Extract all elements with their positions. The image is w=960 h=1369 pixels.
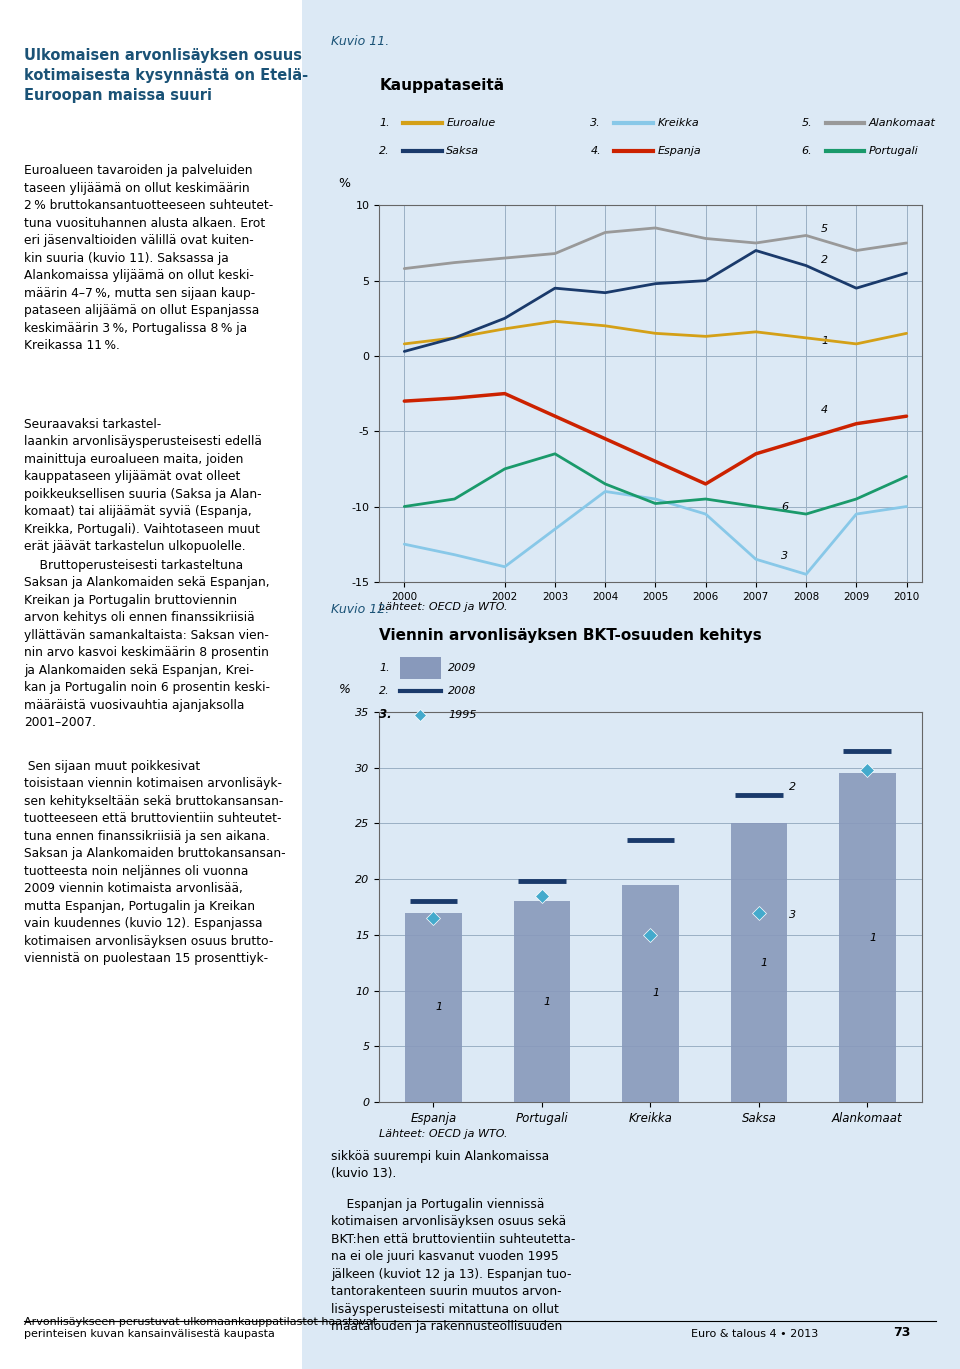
Bar (622, 884, 679, 1102)
Text: 6.: 6. (802, 145, 812, 156)
Text: Euro & talous 4 • 2013: Euro & talous 4 • 2013 (691, 1329, 819, 1339)
Text: 1: 1 (652, 988, 660, 998)
Text: Portugali: Portugali (869, 145, 919, 156)
Text: Saksa: Saksa (446, 145, 480, 156)
Text: 5.: 5. (802, 118, 812, 129)
Text: Viennin arvonlisäyksen BKT-osuuden kehitys: Viennin arvonlisäyksen BKT-osuuden kehit… (379, 628, 762, 643)
Text: Kauppataseitä: Kauppataseitä (379, 78, 504, 93)
Text: sikköä suurempi kuin Alankomaissa
(kuvio 13).: sikköä suurempi kuin Alankomaissa (kuvio… (331, 1150, 549, 1180)
Text: Alankomaat: Alankomaat (869, 118, 936, 129)
Text: 5: 5 (821, 225, 828, 234)
Bar (514, 901, 570, 1102)
Text: 3: 3 (781, 552, 788, 561)
Text: Bruttoperusteisesti tarkasteltuna
Saksan ja Alankomaiden sekä Espanjan,
Kreikan : Bruttoperusteisesti tarkasteltuna Saksan… (24, 559, 270, 730)
Bar (731, 823, 787, 1102)
Text: 4: 4 (821, 405, 828, 415)
Text: 2: 2 (821, 255, 828, 264)
Text: Euroalue: Euroalue (446, 118, 495, 129)
Text: Kuvio 11.: Kuvio 11. (331, 36, 390, 48)
Text: 6: 6 (781, 501, 788, 512)
Text: Lähteet: OECD ja WTO.: Lähteet: OECD ja WTO. (379, 602, 508, 612)
Text: 73: 73 (893, 1327, 910, 1339)
Text: Kreikka: Kreikka (658, 118, 699, 129)
Text: 1.: 1. (379, 118, 390, 129)
Text: 1995: 1995 (448, 709, 477, 720)
Text: Arvonlisäykseen perustuvat ulkomaankauppatilastot haastavat
perinteisen kuvan ka: Arvonlisäykseen perustuvat ulkomaankaupp… (24, 1317, 377, 1339)
Text: 3: 3 (789, 910, 797, 920)
Text: 1: 1 (543, 997, 551, 1006)
Text: 2.: 2. (379, 145, 390, 156)
Bar (839, 773, 896, 1102)
Text: Espanja: Espanja (658, 145, 702, 156)
Text: 1: 1 (821, 335, 828, 346)
Text: 3.: 3. (590, 118, 601, 129)
Text: 1.: 1. (379, 663, 390, 674)
Text: %: % (339, 683, 350, 697)
Text: Lähteet: OECD ja WTO.: Lähteet: OECD ja WTO. (379, 1129, 508, 1139)
Text: Espanjan ja Portugalin viennissä
kotimaisen arvonlisäyksen osuus sekä
BKT:hen et: Espanjan ja Portugalin viennissä kotimai… (331, 1198, 576, 1333)
Text: 2.: 2. (379, 686, 390, 697)
Text: Ulkomaisen arvonlisäyksen osuus
kotimaisesta kysynnästä on Etelä-
Euroopan maiss: Ulkomaisen arvonlisäyksen osuus kotimais… (24, 48, 308, 103)
Text: 3.: 3. (379, 708, 392, 721)
Text: Kuvio 12.: Kuvio 12. (331, 604, 390, 616)
Text: 1: 1 (435, 1002, 443, 1012)
Text: 2009: 2009 (448, 663, 477, 674)
Text: %: % (339, 178, 350, 190)
Text: Euroalueen tavaroiden ja palveluiden
taseen ylijäämä on ollut keskimäärin
2 % br: Euroalueen tavaroiden ja palveluiden tas… (24, 164, 274, 352)
Text: Seuraavaksi tarkastel-
laankin arvonlisäysperusteisesti edellä
mainittuja euroal: Seuraavaksi tarkastel- laankin arvonlisä… (24, 418, 262, 553)
Text: 1: 1 (760, 958, 768, 968)
Text: Sen sijaan muut poikkesivat
toisistaan viennin kotimaisen arvonlisäyk-
sen kehit: Sen sijaan muut poikkesivat toisistaan v… (24, 760, 286, 965)
Text: 2008: 2008 (448, 686, 477, 697)
Text: 4.: 4. (590, 145, 601, 156)
Text: 1: 1 (869, 932, 876, 943)
Text: 2: 2 (789, 782, 797, 791)
Bar (405, 913, 462, 1102)
